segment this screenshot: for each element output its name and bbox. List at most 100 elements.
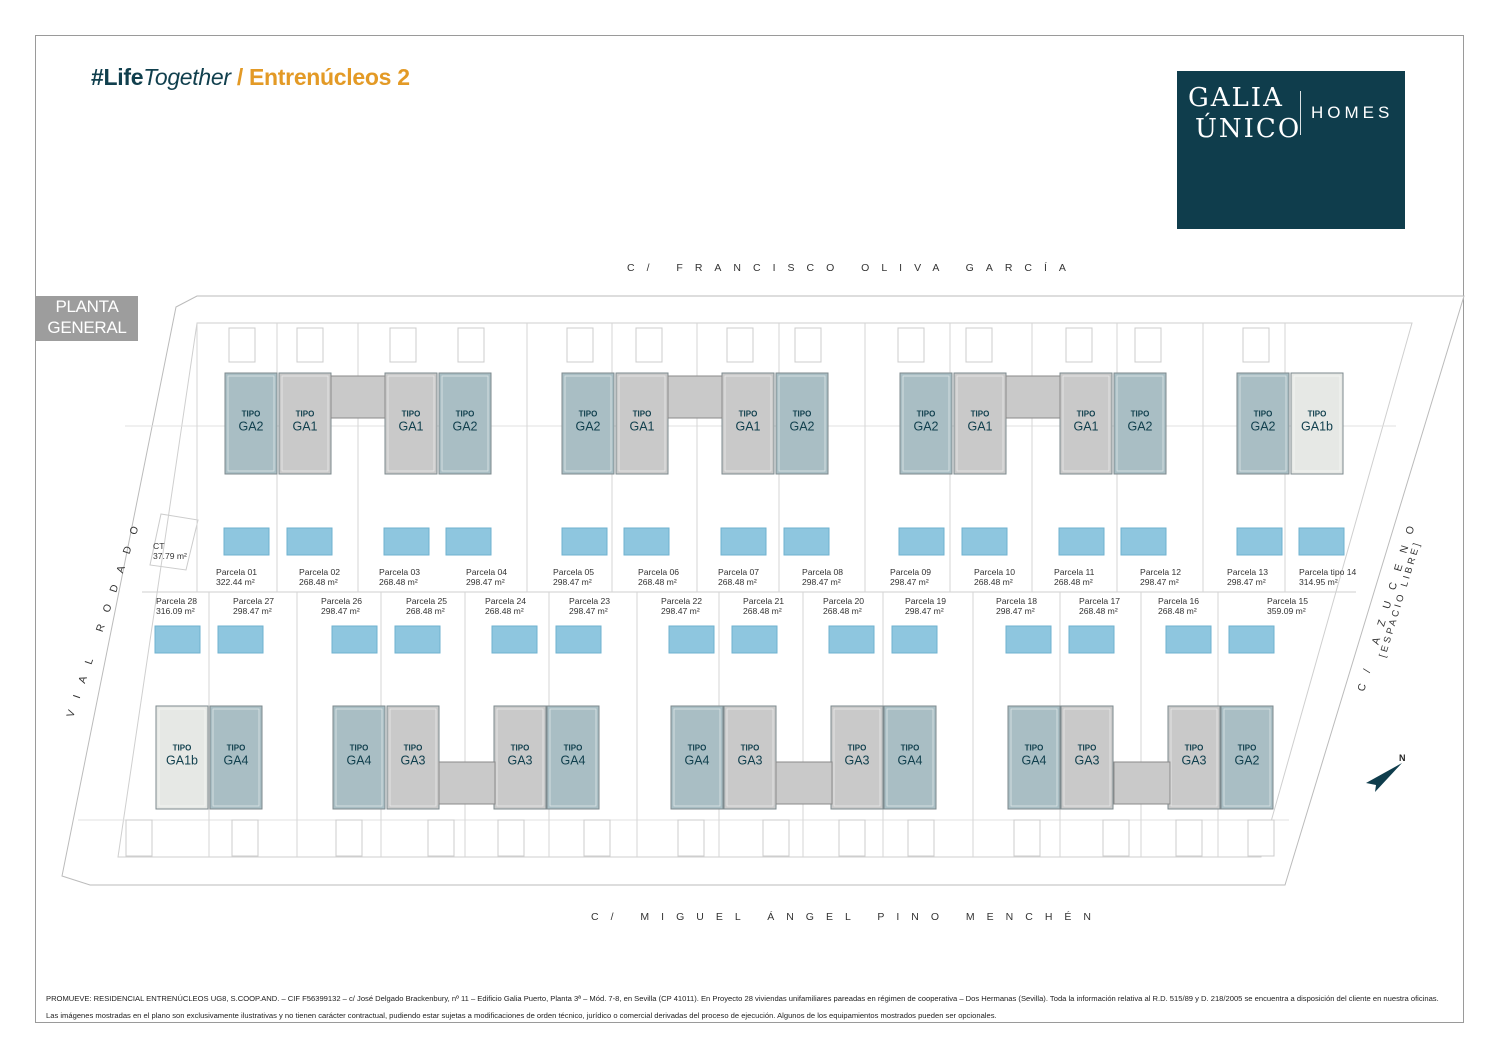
unit-tipo-label: TIPO [1131,410,1150,419]
parcel-name: Parcela 05 [553,567,594,577]
garage-link [775,761,833,805]
pool [1005,625,1052,654]
unit-type-label: GA3 [737,754,762,768]
unit-type-label: GA4 [1021,754,1046,768]
unit-tipo-label: TIPO [971,410,990,419]
unit-tipo-label: TIPO [564,744,583,753]
pool [731,625,778,654]
unit-tipo-label: TIPO [739,410,758,419]
garage-link [1005,375,1061,419]
parcel-name: Parcela 19 [905,596,946,606]
parcel-area: 298.47 m² [996,606,1035,616]
parcel-area: 322.44 m² [216,577,255,587]
brand-title: #LifeTogether / Entrenúcleos 2 [91,64,410,90]
unit-tipo-label: TIPO [1238,744,1257,753]
parcel-name: Parcela 06 [638,567,679,577]
parcel-area: 298.47 m² [661,606,700,616]
parcel-area: 268.48 m² [406,606,445,616]
unit-tipo-label: TIPO [1078,744,1097,753]
legal-footer: PROMUEVE: RESIDENCIAL ENTRENÚCLEOS UG8, … [46,994,1439,1020]
parking-space [583,819,611,857]
parcel-name: Parcela 22 [661,596,702,606]
parcel-area: 298.47 m² [890,577,929,587]
parcel-area: 298.47 m² [905,606,944,616]
unit-tipo-label: TIPO [456,410,475,419]
unit-type-label: GA2 [575,420,600,434]
unit-type-label: GA3 [507,754,532,768]
unit-type-label: GA1b [1301,420,1333,434]
parking-space [427,819,455,857]
parcel-name: Parcela 16 [1158,596,1199,606]
unit-type-label: GA1b [166,754,198,768]
parcel-area: 268.48 m² [1158,606,1197,616]
unit-type-label: GA2 [452,420,477,434]
unit-tipo-label: TIPO [793,410,812,419]
unit-type-label: GA1 [735,420,760,434]
parcel-area: 268.48 m² [718,577,757,587]
parcel-name: Parcela 28 [156,596,197,606]
parcel-area: 268.48 m² [1079,606,1118,616]
parking-space [762,819,790,857]
pool [561,527,608,556]
pool [154,625,201,654]
unit-tipo-label: TIPO [633,410,652,419]
pool [445,527,492,556]
unit-tipo-label: TIPO [404,744,423,753]
parcel-name: Parcela 23 [569,596,610,606]
parcel-area: 298.47 m² [321,606,360,616]
parcel-name: Parcela 08 [802,567,843,577]
unit-type-label: GA3 [1074,754,1099,768]
pools [154,527,1345,654]
pool [1120,527,1167,556]
parking-space [335,819,363,857]
garage-link [1113,761,1171,805]
parcel-area: 359.09 m² [1267,606,1306,616]
unit-tipo-label: TIPO [848,744,867,753]
parcel-area: 298.47 m² [1140,577,1179,587]
pool [1228,625,1275,654]
planta-general-label: PLANTA GENERAL [36,296,138,341]
unit-type-label: GA4 [684,754,709,768]
parcel-name: Parcela 07 [718,567,759,577]
unit-type-label: GA1 [1073,420,1098,434]
parcel-area: 268.48 m² [743,606,782,616]
bottom-units: TIPOGA1bTIPOGA4TIPOGA4TIPOGA3TIPOGA3TIPO… [155,705,1274,810]
parcel-area: 316.09 m² [156,606,195,616]
parking-space [125,819,153,857]
pool [286,527,333,556]
unit-type-label: GA2 [789,420,814,434]
logo-line-1: GALIA [1188,83,1284,113]
unit-tipo-label: TIPO [1185,744,1204,753]
pool [623,527,670,556]
unit-type-label: GA2 [1234,754,1259,768]
logo-separator [1300,91,1301,135]
pool [668,625,715,654]
parcel-area: 298.47 m² [802,577,841,587]
ct-outline [149,513,199,571]
unit-type-label: GA1 [967,420,992,434]
parking-space [897,327,925,363]
parking-space [794,327,822,363]
